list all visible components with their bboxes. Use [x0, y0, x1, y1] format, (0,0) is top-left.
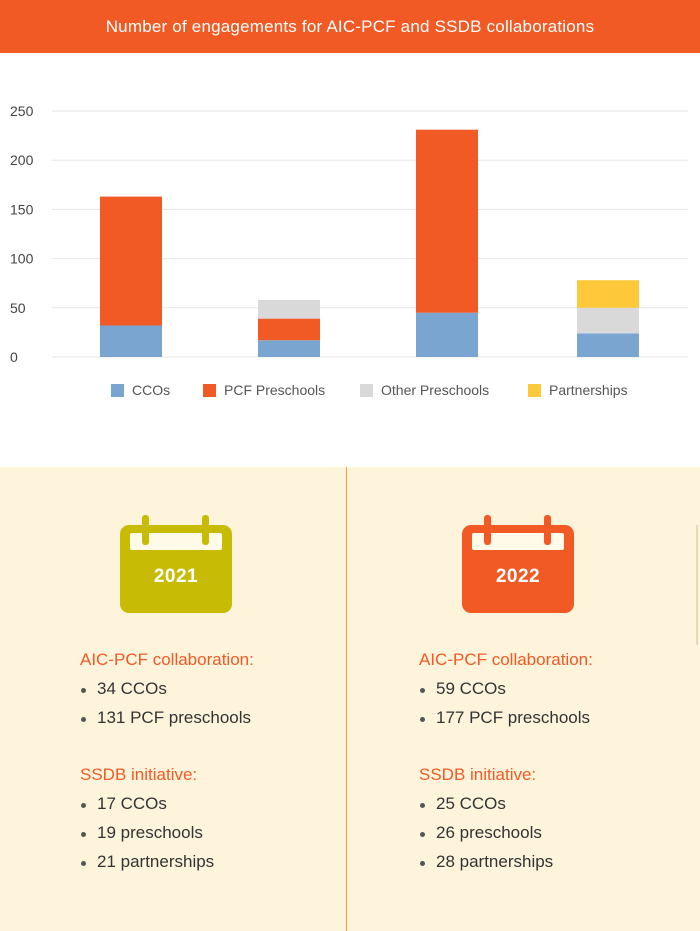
bar-segment-ccos [416, 312, 478, 357]
calendar-icon: 2022 [462, 515, 574, 615]
chart-title: Number of engagements for AIC-PCF and SS… [0, 0, 700, 53]
ssdb-list: 25 CCOs 26 preschools 28 partnerships [419, 794, 679, 881]
list-item: 177 PCF preschools [419, 708, 679, 737]
bar-segment-partnerships [577, 280, 639, 308]
y-tick-label: 150 [10, 201, 34, 217]
calendar-ring [202, 515, 209, 545]
aic-heading: AIC-PCF collaboration: [80, 650, 254, 669]
legend-swatch [111, 383, 124, 397]
calendar-ring [484, 515, 491, 545]
year-column-2022: 2022 AIC-PCF collaboration: 59 CCOs 177 … [347, 467, 693, 931]
edge-line [696, 525, 698, 645]
legend-swatch [203, 383, 216, 397]
ssdb-heading: SSDB initiative: [419, 765, 537, 784]
legend-label: Other Preschools [381, 382, 490, 398]
calendar-strip [130, 533, 222, 550]
bar-segment-pcf-preschools [416, 129, 478, 313]
bar-segment-pcf-preschools [258, 318, 320, 341]
ssdb-heading: SSDB initiative: [80, 765, 198, 784]
y-tick-label: 200 [10, 152, 34, 168]
calendar-ring [142, 515, 149, 545]
aic-heading: AIC-PCF collaboration: [419, 650, 593, 669]
year-column-2021: 2021 AIC-PCF collaboration: 34 CCOs 131 … [0, 467, 346, 931]
y-axis-ticks: 0 50 100 150 200 250 [10, 103, 34, 365]
stacked-bar-chart: 0 50 100 150 200 250 [10, 103, 688, 365]
y-tick-label: 250 [10, 103, 34, 119]
list-item: 19 preschools [80, 823, 340, 852]
bar-segment-ccos [258, 340, 320, 357]
legend: CCOs PCF Preschools Other Preschools Par… [0, 382, 700, 402]
legend-label: PCF Preschools [224, 382, 326, 398]
legend-label: Partnerships [549, 382, 628, 398]
bar-segment-ccos [577, 333, 639, 357]
calendar-year: 2022 [495, 566, 541, 587]
column-divider [346, 467, 347, 931]
legend-label: CCOs [132, 382, 171, 398]
y-tick-label: 100 [10, 251, 34, 267]
legend-swatch [528, 383, 541, 397]
aic-list: 34 CCOs 131 PCF preschools [80, 679, 340, 737]
list-item: 26 preschools [419, 823, 679, 852]
bar-segment-pcf-preschools [100, 196, 162, 326]
list-item: 34 CCOs [80, 679, 340, 708]
y-tick-label: 50 [10, 300, 26, 316]
bar-segment-ccos [100, 325, 162, 357]
bar-segment-other-preschools [258, 299, 320, 319]
calendar-year: 2021 [153, 566, 199, 587]
y-tick-label: 0 [10, 349, 18, 365]
legend-item-ccos: CCOs [111, 382, 170, 398]
list-item: 17 CCOs [80, 794, 340, 823]
legend-item-other-preschools: Other Preschools [360, 382, 489, 398]
calendar-icon: 2021 [120, 515, 232, 615]
ssdb-list: 17 CCOs 19 preschools 21 partnerships [80, 794, 340, 881]
calendar-strip [472, 533, 564, 550]
list-item: 59 CCOs [419, 679, 679, 708]
bar-segment-other-preschools [577, 307, 639, 334]
calendar-ring [544, 515, 551, 545]
list-item: 131 PCF preschools [80, 708, 340, 737]
list-item: 25 CCOs [419, 794, 679, 823]
list-item: 21 partnerships [80, 852, 340, 881]
year-details: AIC-PCF collaboration: 34 CCOs 131 PCF p… [80, 650, 340, 881]
legend-item-partnerships: Partnerships [528, 382, 628, 398]
list-item: 28 partnerships [419, 852, 679, 881]
summary-panel: 2021 AIC-PCF collaboration: 34 CCOs 131 … [0, 467, 700, 931]
bars [100, 129, 639, 357]
year-details: AIC-PCF collaboration: 59 CCOs 177 PCF p… [419, 650, 679, 881]
legend-swatch [360, 383, 373, 397]
aic-list: 59 CCOs 177 PCF preschools [419, 679, 679, 737]
legend-item-pcf-preschools: PCF Preschools [203, 382, 325, 398]
